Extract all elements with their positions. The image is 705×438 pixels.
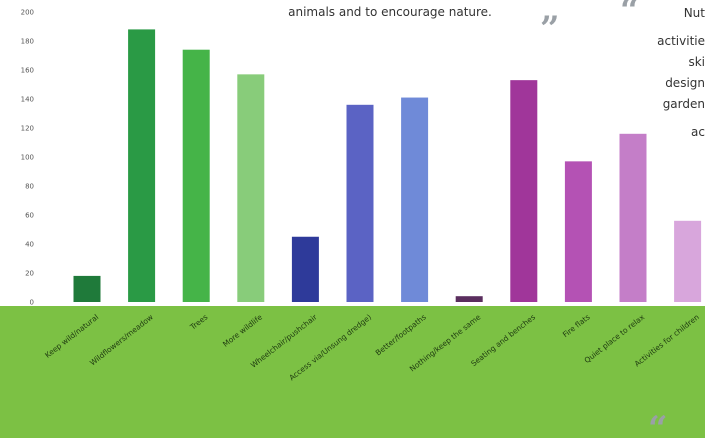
- quote-text: animals and to encourage nature.: [288, 5, 492, 19]
- y-tick-label: 180: [21, 38, 34, 46]
- open-quote-icon: “: [620, 0, 640, 31]
- open-quote-bottom-icon: “: [648, 409, 668, 438]
- bar: [455, 296, 483, 302]
- side-text-line: Nut: [684, 6, 705, 20]
- y-tick-label: 200: [21, 9, 34, 17]
- side-text-line: garden: [663, 97, 705, 111]
- bar: [619, 133, 647, 302]
- bottom-band: [0, 306, 705, 438]
- y-tick-label: 100: [21, 154, 34, 162]
- y-tick-label: 60: [25, 212, 34, 220]
- bar: [182, 49, 210, 303]
- y-tick-label: 20: [25, 270, 34, 278]
- y-tick-label: 0: [30, 299, 34, 307]
- bars: [73, 29, 702, 303]
- bar: [674, 220, 702, 302]
- y-tick-label: 120: [21, 125, 34, 133]
- y-tick-label: 80: [25, 183, 34, 191]
- bar: [510, 80, 538, 303]
- bar: [73, 275, 101, 302]
- side-text: Nut activitie ski design garden ac: [657, 6, 705, 139]
- side-text-line: ski: [688, 55, 705, 69]
- y-tick-label: 140: [21, 96, 34, 104]
- side-text-line: design: [665, 76, 705, 90]
- y-axis: 0 20 40 60 80 100 120 140 160 180 200: [21, 9, 34, 307]
- close-quote-icon: ”: [540, 9, 560, 49]
- bar: [346, 104, 374, 302]
- side-text-line: ac: [691, 125, 705, 139]
- bar: [128, 29, 156, 303]
- y-tick-label: 160: [21, 67, 34, 75]
- bar: [237, 74, 265, 302]
- bar: [291, 236, 319, 302]
- side-text-line: activitie: [657, 34, 705, 48]
- bar: [564, 161, 592, 302]
- y-tick-label: 40: [25, 241, 34, 249]
- bar: [401, 97, 429, 302]
